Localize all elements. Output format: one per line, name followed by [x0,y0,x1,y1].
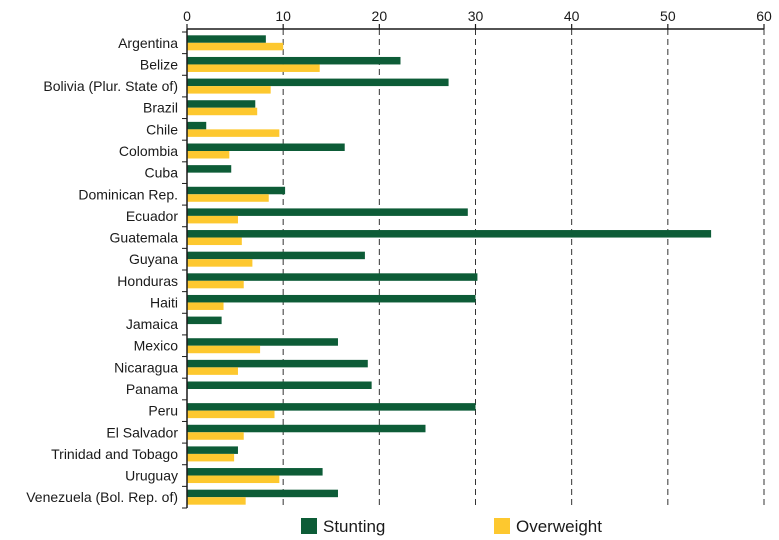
bar-overweight [187,345,261,354]
bar-stunting [187,359,368,368]
x-tick-label: 10 [275,8,291,24]
legend-label-overweight: Overweight [516,517,602,536]
x-tick-label: 60 [756,8,772,24]
bar-overweight [187,194,269,202]
legend-swatch-stunting [301,518,317,534]
bar-overweight [187,302,224,310]
bar-stunting [187,294,476,303]
bar-overweight [187,432,244,440]
bar-stunting [187,446,238,454]
bar-stunting [187,143,345,151]
bar-stunting [187,208,468,216]
bar-overweight [187,42,284,51]
axes [182,24,765,509]
legend-label-stunting: Stunting [323,517,385,536]
category-label: Panama [126,381,178,397]
bar-stunting [187,251,365,260]
bar-overweight [187,410,275,419]
bar-overweight [187,367,238,375]
x-tick-label: 40 [564,8,580,24]
bar-stunting [187,186,286,195]
category-label: Trinidad and Tobago [51,446,178,462]
bar-stunting [187,121,207,130]
x-tick-label: 20 [372,8,388,24]
bar-stunting [187,100,256,108]
bars [187,35,712,505]
x-tick-label: 0 [183,8,191,24]
category-label: Chile [146,121,178,137]
bar-stunting [187,56,401,65]
category-label: Brazil [143,100,178,116]
category-label: Guyana [129,251,178,267]
bar-overweight [187,259,253,267]
category-label: Mexico [134,338,179,354]
category-label: Ecuador [126,208,178,224]
legend: Stunting Overweight [301,517,602,536]
bar-overweight [187,86,271,94]
bar-overweight [187,215,238,224]
category-label: Belize [140,56,178,72]
category-label: Cuba [145,165,179,181]
bar-overweight [187,453,235,462]
category-labels: Argentina Belize Bolivia (Plur. State of) B… [26,35,178,505]
category-label: Bolivia (Plur. State of) [43,78,178,94]
bar-overweight [187,107,258,116]
gridlines [282,29,765,508]
category-label: Venezuela (Bol. Rep. of) [26,489,178,505]
category-label: Jamaica [126,316,178,332]
bar-overweight [187,151,230,159]
bar-overweight [187,64,320,72]
category-label: El Salvador [106,424,178,440]
bar-stunting [187,35,266,43]
bar-stunting [187,468,323,476]
bar-stunting [187,489,338,498]
bar-stunting [187,338,338,346]
bar-stunting [187,78,449,87]
bar-overweight [187,497,246,505]
category-label: Uruguay [125,468,178,484]
bar-overweight [187,237,242,246]
x-tick-label: 50 [660,8,676,24]
bar-stunting [187,403,476,411]
category-label: Peru [148,403,178,419]
category-label: Haiti [150,294,178,310]
bar-stunting [187,316,222,325]
category-label: Argentina [118,35,178,51]
bar-stunting [187,273,478,281]
bar-overweight [187,475,280,484]
category-label: Dominican Rep. [78,186,178,202]
bar-stunting [187,424,426,433]
category-label: Nicaragua [114,359,178,375]
category-label: Colombia [119,143,178,159]
bar-overweight [187,129,280,137]
x-tick-labels: 0 10 20 30 40 50 60 [183,8,772,24]
legend-swatch-overweight [494,518,510,534]
category-label: Honduras [117,273,178,289]
bar-overweight [187,280,244,289]
bar-stunting [187,165,232,173]
x-tick-label: 30 [468,8,484,24]
category-label: Guatemala [110,230,179,246]
bar-stunting [187,381,372,389]
bar-stunting [187,230,712,238]
